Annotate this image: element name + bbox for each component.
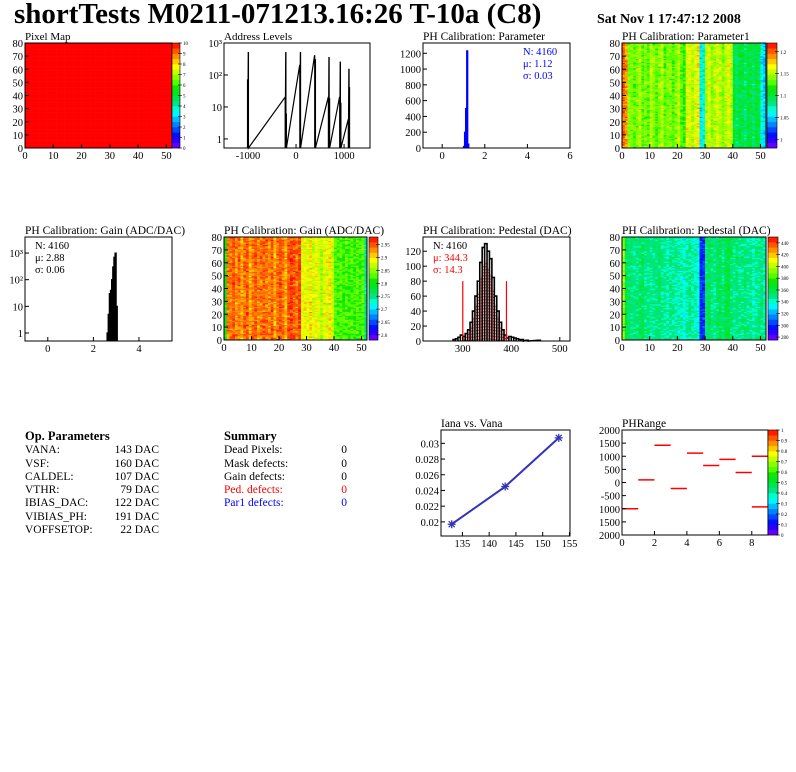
x-tick-label: 20 bbox=[76, 151, 87, 162]
y-tick-label: 10³ bbox=[208, 39, 222, 50]
palette-swatch bbox=[172, 127, 180, 133]
palette-tick-label: 8 bbox=[183, 63, 186, 68]
palette-swatch bbox=[172, 117, 180, 123]
x-tick-label: 50 bbox=[161, 151, 172, 162]
y-tick-label: 0 bbox=[18, 144, 23, 155]
y-tick-label: 0 bbox=[416, 144, 421, 155]
palette-swatch bbox=[172, 132, 180, 138]
palette-swatch bbox=[172, 138, 180, 144]
x-tick-label: 4 bbox=[525, 151, 531, 162]
root-canvas: shortTests M0211-071213.16:26 T-10a (C8)… bbox=[0, 0, 796, 772]
palette-swatch bbox=[172, 43, 180, 49]
x-tick-label: 6 bbox=[567, 151, 572, 162]
palette-tick-label: 5 bbox=[183, 95, 186, 100]
x-tick-label: -1000 bbox=[236, 151, 261, 162]
palette-swatch bbox=[172, 90, 180, 96]
palette-swatch bbox=[172, 69, 180, 75]
y-tick-label: 10 bbox=[13, 131, 24, 142]
y-tick-label: 800 bbox=[405, 81, 421, 92]
stats-sigma: σ: 0.03 bbox=[523, 71, 553, 82]
palette-swatch bbox=[172, 106, 180, 112]
chart-param1_map: PH Calibration: Parameter10 10 20 30 40 50010… bbox=[610, 31, 790, 162]
palette-tick-label: 7 bbox=[183, 74, 186, 79]
palette-tick-label: 3 bbox=[183, 116, 186, 121]
y-tick-label: 1 bbox=[217, 135, 222, 146]
x-tick-label: 1000 bbox=[334, 151, 355, 162]
palette-tick-label: 4 bbox=[183, 105, 186, 110]
y-tick-label: 1000 bbox=[400, 65, 421, 76]
y-tick-label: 600 bbox=[405, 97, 421, 108]
y-tick-label: 10 bbox=[212, 103, 223, 114]
y-tick-label: 50 bbox=[13, 78, 24, 89]
x-tick-label: 10 bbox=[48, 151, 59, 162]
palette-swatch bbox=[172, 80, 180, 86]
y-tick-label: 70 bbox=[13, 52, 24, 63]
chart-title: Pixel Map bbox=[25, 31, 71, 43]
y-tick-label: 40 bbox=[13, 92, 24, 103]
chart-title: PH Calibration: Parameter bbox=[423, 31, 545, 43]
palette-swatch bbox=[172, 96, 180, 102]
y-tick-label: 30 bbox=[13, 105, 24, 116]
palette-tick-label: 0 bbox=[183, 147, 186, 152]
y-tick-label: 200 bbox=[405, 128, 421, 139]
palette-swatch bbox=[172, 122, 180, 128]
palette-swatch bbox=[172, 48, 180, 54]
chart-pixmap: Pixel Map 0 10 20 30 40 50 0 10 20 30 40 50 60 70 80 0 1 2… bbox=[13, 31, 189, 162]
palette-tick-label: 10 bbox=[183, 42, 189, 47]
stats-N: N: 4160 bbox=[523, 47, 557, 58]
y-tick-label: 10² bbox=[208, 71, 222, 82]
y-tick-label: 80 bbox=[13, 39, 24, 50]
chart-title: PH Calibration: Parameter1 bbox=[622, 31, 750, 43]
x-tick-label: 0 bbox=[22, 151, 27, 162]
palette-tick-label: 9 bbox=[183, 53, 186, 58]
x-tick-label: 40 bbox=[133, 151, 144, 162]
palette-swatch bbox=[172, 54, 180, 60]
palette-tick-label: 1 bbox=[183, 137, 186, 142]
palette-swatch bbox=[172, 75, 180, 81]
y-tick-label: 20 bbox=[13, 118, 24, 129]
palette-swatch bbox=[172, 143, 180, 149]
y-tick-label: 1200 bbox=[400, 49, 421, 60]
y-tick-label: 400 bbox=[405, 112, 421, 123]
x-tick-label: 0 bbox=[440, 151, 445, 162]
plots-svg: Pixel Map0 10 20 30 40 5001020304050607080012… bbox=[0, 0, 796, 772]
chart-ph_param: PH Calibration: Parameter N: 4160μ: 1.12σ… bbox=[400, 31, 573, 162]
y-tick-label: 60 bbox=[13, 65, 24, 76]
chart-address: Address Levels -1000 0 1000 1 10 10² 10³ bbox=[208, 31, 370, 162]
palette-swatch bbox=[172, 59, 180, 65]
x-tick-label: 0 bbox=[293, 151, 298, 162]
palette-swatch bbox=[172, 111, 180, 117]
stats-mean: μ: 1.12 bbox=[523, 59, 553, 70]
chart-title: Address Levels bbox=[224, 31, 292, 43]
palette-swatch bbox=[172, 85, 180, 91]
palette-tick-label: 6 bbox=[183, 84, 186, 89]
palette-tick-label: 2 bbox=[183, 126, 186, 131]
x-tick-label: 30 bbox=[105, 151, 116, 162]
palette-swatch bbox=[172, 101, 180, 107]
x-tick-label: 2 bbox=[482, 151, 487, 162]
palette-swatch bbox=[172, 64, 180, 70]
